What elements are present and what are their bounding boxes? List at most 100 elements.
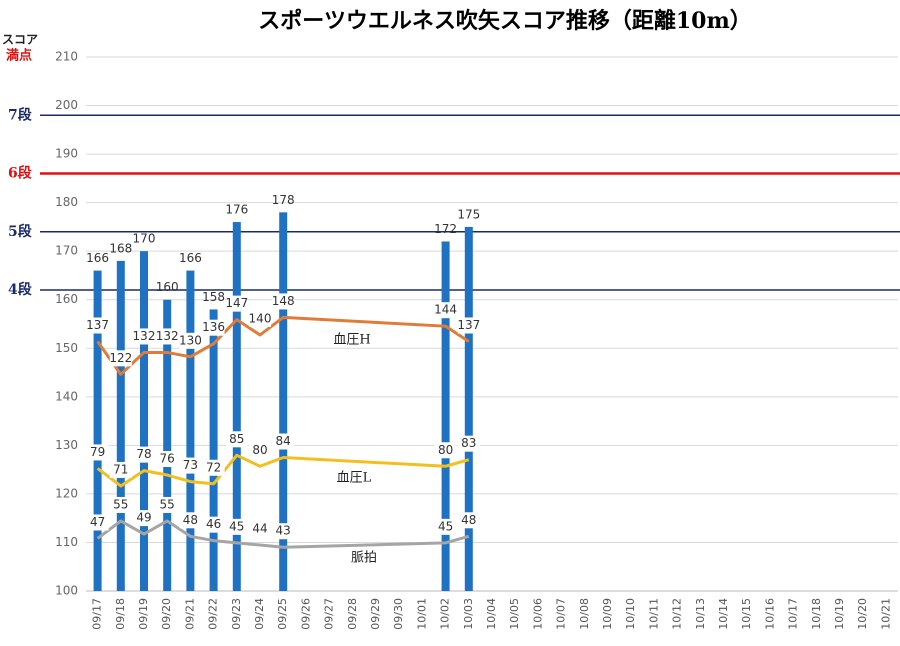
value-label-box (249, 310, 271, 327)
bar-value-label: 175 (457, 207, 480, 221)
line-value-label: 137 (457, 318, 480, 332)
series-name: 血圧L (337, 471, 372, 486)
x-tick-label: 10/12 (671, 598, 684, 630)
value-label-box (86, 317, 109, 334)
bar (116, 260, 125, 591)
bar (464, 226, 473, 591)
value-label-box (202, 319, 225, 336)
line-value-label: 76 (160, 452, 175, 466)
bar (186, 270, 195, 591)
value-label-box (225, 518, 248, 535)
x-tick-label: 10/20 (856, 598, 869, 630)
line-value-label: 79 (90, 445, 105, 459)
line-value-label: 80 (438, 443, 453, 457)
max-label: 満点 (6, 48, 32, 64)
line-value-label: 71 (113, 462, 128, 476)
x-tick-label: 09/17 (91, 598, 104, 630)
line-value-label: 85 (229, 432, 244, 446)
series-name: 血圧H (333, 333, 370, 348)
x-tick-label: 10/08 (578, 598, 591, 630)
x-tick-label: 09/25 (276, 598, 289, 630)
line-value-label: 72 (206, 460, 221, 474)
y-tick-label: 150 (55, 341, 78, 355)
line-value-label: 83 (461, 436, 476, 450)
x-tick-label: 10/03 (462, 598, 475, 630)
x-tick-label: 10/19 (833, 598, 846, 630)
bar-value-label: 166 (179, 251, 202, 265)
y-tick-label: 140 (55, 389, 78, 403)
value-label-box (225, 431, 248, 448)
line-value-label: 55 (160, 497, 175, 511)
value-label-box (225, 295, 248, 312)
x-tick-label: 09/23 (230, 598, 243, 630)
line-value-label: 140 (249, 311, 272, 325)
value-label-box (434, 442, 457, 459)
line-value-label: 78 (136, 447, 151, 461)
line-value-label: 147 (225, 296, 248, 310)
line-value-label: 84 (276, 434, 291, 448)
x-tick-label: 10/01 (415, 598, 428, 630)
bar (93, 270, 102, 591)
value-label-box (272, 293, 295, 310)
x-tick-label: 09/29 (369, 598, 382, 630)
x-tick-label: 09/24 (253, 598, 266, 630)
bar (232, 222, 241, 591)
x-tick-label: 10/11 (647, 598, 660, 630)
x-tick-label: 09/27 (323, 598, 336, 630)
line-value-label: 144 (434, 303, 457, 317)
line-value-label: 137 (86, 318, 109, 332)
value-label-box (133, 328, 155, 345)
line-value-label: 45 (229, 519, 244, 533)
bar-value-label: 172 (434, 222, 457, 236)
x-tick-label: 10/02 (439, 598, 452, 630)
x-tick-label: 10/07 (555, 598, 568, 630)
bar-value-label: 160 (156, 280, 179, 294)
value-label-box (457, 317, 480, 334)
line-value-label: 132 (156, 329, 179, 343)
y-tick-label: 100 (55, 584, 78, 598)
value-label-box (109, 496, 132, 513)
line-value-label: 47 (90, 515, 105, 529)
x-tick-label: 10/13 (694, 598, 707, 630)
value-label-box (133, 446, 155, 463)
value-label-box (179, 457, 202, 474)
line-value-label: 122 (109, 351, 132, 365)
line-value-label: 80 (252, 443, 267, 457)
y-tick-label: 180 (55, 195, 78, 209)
series-line (96, 453, 470, 488)
x-tick-label: 10/05 (508, 598, 521, 630)
bar-value-label: 170 (133, 232, 156, 246)
x-tick-label: 09/22 (207, 598, 220, 630)
bar-value-label: 166 (86, 251, 109, 265)
y-tick-label: 130 (55, 438, 78, 452)
line-value-label: 130 (179, 333, 202, 347)
x-tick-label: 10/04 (485, 598, 498, 630)
x-tick-label: 09/20 (160, 598, 173, 630)
bar (279, 212, 288, 591)
bar (163, 299, 172, 591)
x-tick-label: 10/09 (601, 598, 614, 630)
x-tick-label: 09/28 (346, 598, 359, 630)
x-tick-label: 10/18 (810, 598, 823, 630)
value-label-box (86, 514, 109, 531)
y-tick-label: 120 (55, 486, 78, 500)
x-tick-label: 09/21 (183, 598, 196, 630)
value-label-box (202, 516, 225, 533)
y-tick-label: 170 (55, 244, 78, 258)
bar (209, 309, 218, 591)
value-label-box (156, 328, 179, 345)
value-label-box (109, 461, 132, 478)
line-value-label: 132 (133, 329, 156, 343)
value-label-box (133, 510, 155, 527)
x-tick-label: 10/14 (717, 598, 730, 630)
series-line (96, 315, 470, 376)
bar (441, 241, 450, 592)
level-label: 6段 (8, 165, 32, 182)
value-label-box (272, 523, 295, 540)
y-tick-label: 210 (55, 50, 78, 64)
value-label-box (434, 302, 457, 319)
value-label-box (86, 444, 109, 461)
line-value-label: 43 (276, 524, 291, 538)
line-value-label: 55 (113, 497, 128, 511)
